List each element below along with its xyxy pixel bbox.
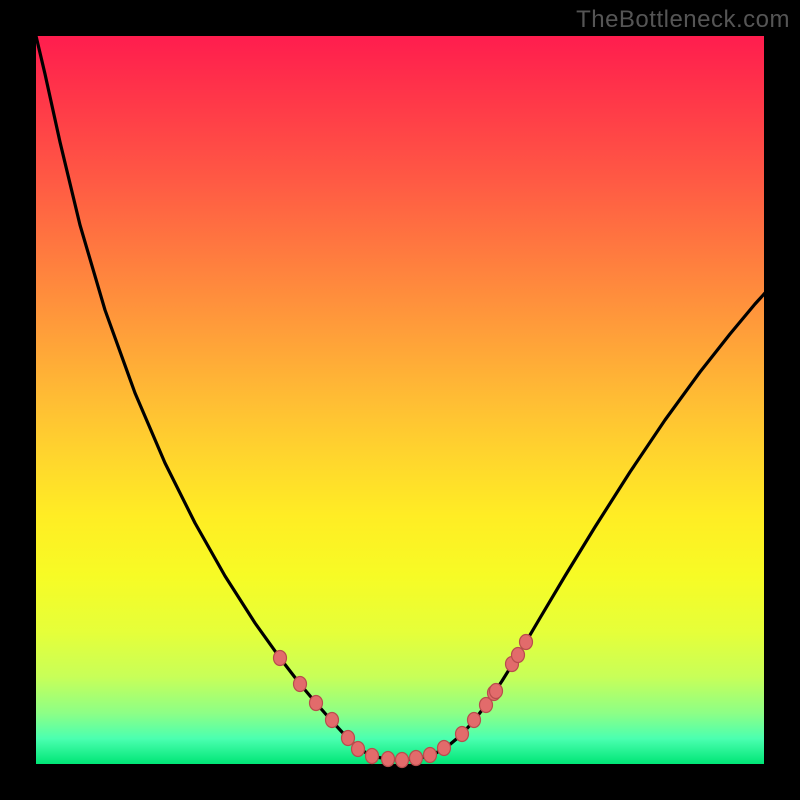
curve-marker [520, 635, 533, 650]
curve-marker [490, 684, 503, 699]
curve-marker [310, 696, 323, 711]
curve-marker [342, 731, 355, 746]
chart-container: TheBottleneck.com [0, 0, 800, 800]
curve-marker [352, 742, 365, 757]
curve-marker [274, 651, 287, 666]
curve-marker [410, 751, 423, 766]
plot-background [36, 36, 764, 764]
curve-marker [424, 748, 437, 763]
curve-marker [456, 727, 469, 742]
curve-marker [438, 741, 451, 756]
curve-marker [366, 749, 379, 764]
bottleneck-chart [0, 0, 800, 800]
curve-marker [396, 753, 409, 768]
curve-marker [468, 713, 481, 728]
curve-marker [326, 713, 339, 728]
curve-marker [382, 752, 395, 767]
curve-marker [512, 648, 525, 663]
curve-marker [294, 677, 307, 692]
